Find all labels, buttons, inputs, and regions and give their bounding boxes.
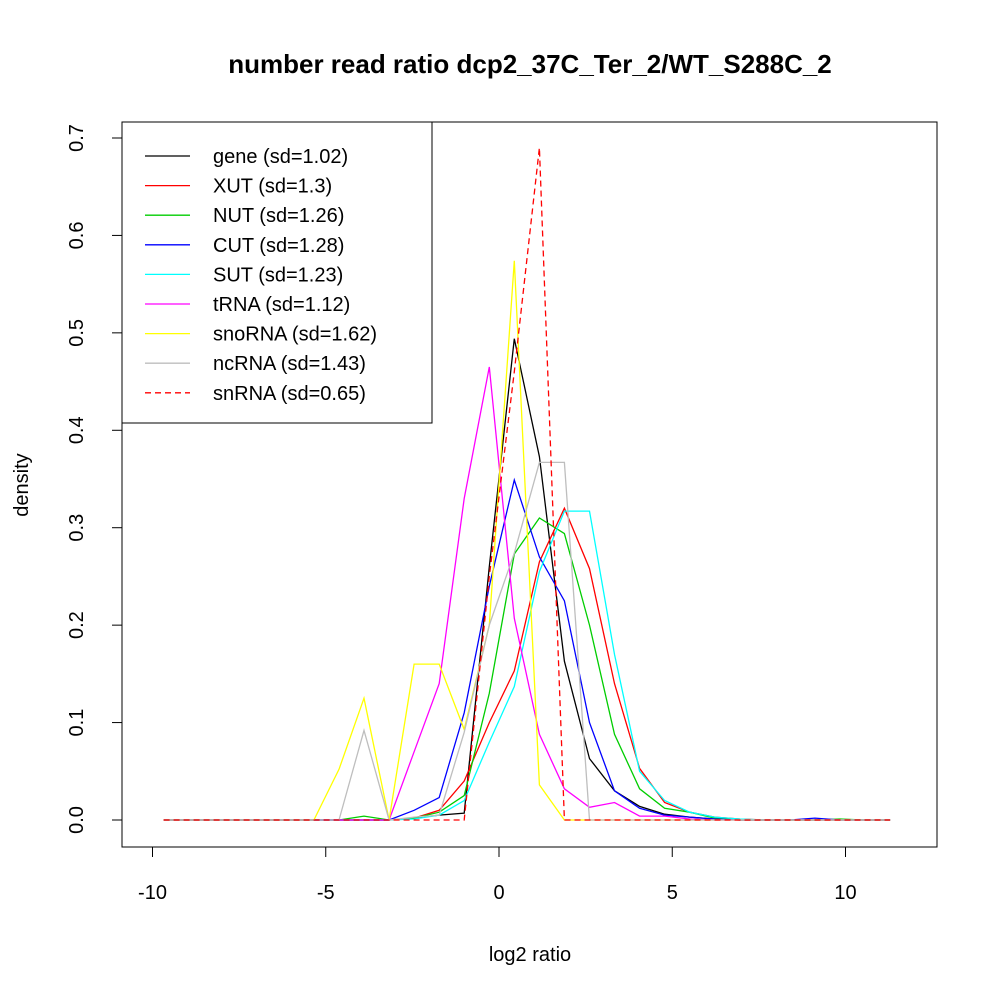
y-tick-label: 0.1: [66, 709, 88, 737]
x-tick-label: 0: [493, 882, 504, 904]
x-tick-label: -10: [138, 882, 167, 904]
legend-label: gene (sd=1.02): [213, 146, 348, 168]
x-tick-label: -5: [317, 882, 335, 904]
legend: gene (sd=1.02) XUT (sd=1.3) NUT (sd=1.26) C…: [121, 121, 433, 424]
y-axis-label: density: [11, 453, 33, 516]
legend-label: CUT (sd=1.28): [213, 235, 344, 257]
x-axis-label: log2 ratio: [489, 944, 571, 966]
y-tick-label: 0.4: [66, 416, 88, 444]
legend-label: ncRNA (sd=1.43): [213, 353, 366, 375]
chart-title: number read ratio dcp2_37C_Ter_2/WT_S288…: [228, 49, 832, 79]
legend-label: NUT (sd=1.26): [213, 205, 344, 227]
legend-label: tRNA (sd=1.12): [213, 294, 350, 316]
y-tick-label: 0.7: [66, 124, 88, 152]
x-tick-label: 10: [834, 882, 856, 904]
series-line-snrna: [163, 147, 891, 821]
legend-label: snoRNA (sd=1.62): [213, 324, 377, 346]
series-layer: [163, 147, 891, 821]
y-tick-label: 0.3: [66, 514, 88, 542]
legend-label: SUT (sd=1.23): [213, 264, 343, 286]
legend-label: XUT (sd=1.3): [213, 176, 332, 198]
legend-box: [121, 121, 433, 424]
y-tick-label: 0.6: [66, 222, 88, 250]
legend-label: snRNA (sd=0.65): [213, 383, 366, 405]
y-tick-label: 0.0: [66, 806, 88, 834]
x-axis: -10 -5 0 5 10: [138, 846, 857, 904]
y-tick-label: 0.5: [66, 319, 88, 347]
x-tick-label: 5: [667, 882, 678, 904]
y-axis: 0.0 0.1 0.2 0.3 0.4 0.5 0.6 0.7: [66, 124, 123, 834]
y-tick-label: 0.2: [66, 611, 88, 639]
